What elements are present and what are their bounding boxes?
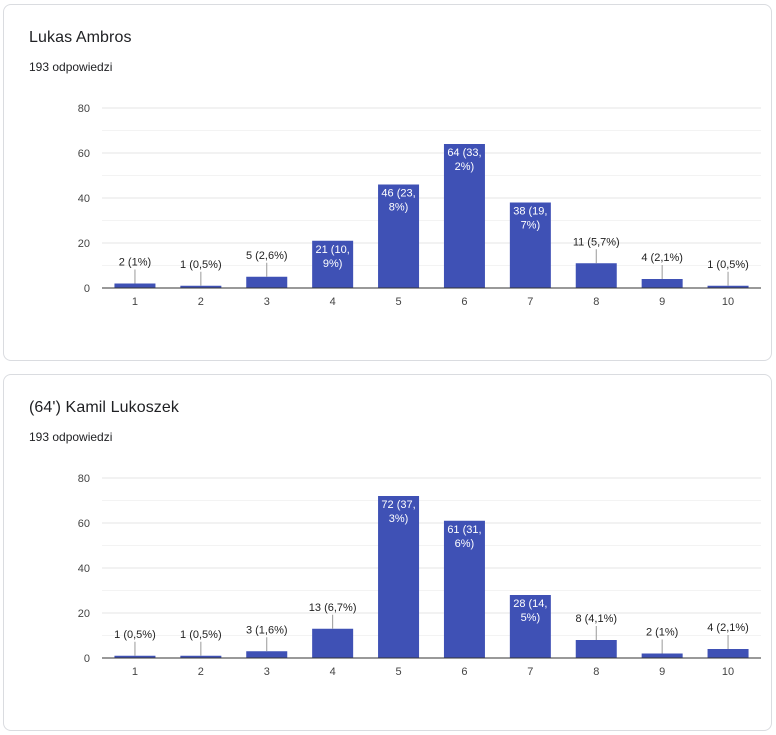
data-label: 46 (23, 8%) (381, 188, 415, 214)
question-card: Lukas Ambros 193 odpowiedzi 0 20 40 60 80 1 2 … (3, 4, 772, 361)
bar (180, 285, 222, 288)
x-tick-label: 6 (461, 666, 467, 678)
bar (443, 520, 485, 658)
data-label: 61 (31, 6%) (447, 524, 481, 550)
response-count: 193 odpowiedzi (29, 60, 113, 74)
x-tick-label: 1 (132, 296, 138, 308)
data-label: 13 (6,7%) (309, 602, 357, 614)
bar (443, 144, 485, 288)
y-tick-label: 0 (84, 653, 90, 665)
x-tick-label: 9 (659, 296, 665, 308)
x-tick-label: 1 (132, 666, 138, 678)
y-tick-label: 80 (78, 473, 90, 485)
x-tick-label: 10 (722, 666, 734, 678)
data-label: 72 (37, 3%) (381, 499, 415, 525)
x-tick-label: 5 (395, 296, 401, 308)
bar (114, 655, 156, 658)
data-label: 4 (2,1%) (707, 622, 749, 634)
y-tick-label: 60 (78, 518, 90, 530)
bar (641, 279, 683, 288)
data-label: 1 (0,5%) (707, 259, 749, 271)
question-title: Lukas Ambros (29, 29, 132, 46)
data-label: 5 (2,6%) (246, 250, 288, 262)
y-tick-label: 20 (78, 238, 90, 250)
x-tick-label: 8 (593, 666, 599, 678)
data-label: 1 (0,5%) (180, 629, 222, 641)
data-label: 8 (4,1%) (575, 613, 617, 625)
y-tick-label: 80 (78, 103, 90, 115)
y-tick-label: 40 (78, 193, 90, 205)
x-tick-label: 8 (593, 296, 599, 308)
question-card: (64') Kamil Lukoszek 193 odpowiedzi 0 20 4… (3, 374, 772, 731)
bar (114, 283, 156, 288)
bar (312, 240, 354, 288)
response-count: 193 odpowiedzi (29, 430, 113, 444)
bar (707, 285, 749, 288)
data-label: 3 (1,6%) (246, 624, 288, 636)
data-label: 2 (1%) (646, 627, 678, 639)
bar (378, 184, 420, 288)
bar (246, 651, 288, 658)
bar (180, 655, 222, 658)
bar (575, 263, 617, 288)
data-label: 4 (2,1%) (641, 252, 683, 264)
data-label: 1 (0,5%) (114, 629, 156, 641)
data-label: 38 (19, 7%) (513, 206, 547, 232)
bar (509, 202, 551, 288)
bar (509, 595, 551, 658)
data-label: 1 (0,5%) (180, 259, 222, 271)
data-label: 2 (1%) (119, 257, 151, 269)
x-tick-label: 6 (461, 296, 467, 308)
y-tick-label: 40 (78, 563, 90, 575)
question-title: (64') Kamil Lukoszek (29, 399, 179, 416)
data-label: 11 (5,7%) (573, 236, 620, 248)
x-tick-label: 9 (659, 666, 665, 678)
bar (575, 640, 617, 658)
x-tick-label: 7 (527, 296, 533, 308)
bar (312, 628, 354, 658)
y-tick-label: 60 (78, 148, 90, 160)
data-label: 64 (33, 2%) (447, 147, 481, 173)
bar (707, 649, 749, 658)
x-tick-label: 2 (198, 666, 204, 678)
x-tick-label: 5 (395, 666, 401, 678)
bar (378, 496, 420, 658)
x-tick-label: 3 (264, 666, 270, 678)
x-tick-label: 4 (330, 296, 336, 308)
bar (641, 653, 683, 658)
x-tick-label: 4 (330, 666, 336, 678)
x-tick-label: 2 (198, 296, 204, 308)
y-tick-label: 0 (84, 283, 90, 295)
x-tick-label: 3 (264, 296, 270, 308)
x-tick-label: 10 (722, 296, 734, 308)
bar-chart: 0 20 40 60 80 1 1 (0,5%) 2 1 (0,5%) 3 3 (1,6%) 4 13 … (78, 473, 761, 678)
x-tick-label: 7 (527, 666, 533, 678)
data-label: 28 (14, 5%) (513, 598, 547, 624)
y-tick-label: 20 (78, 608, 90, 620)
bar-chart: 0 20 40 60 80 1 2 (1%) 2 1 (0,5%) 3 5 (2,6%) 4 21 (1… (78, 103, 761, 308)
bar (246, 276, 288, 288)
data-label: 21 (10, 9%) (316, 244, 350, 270)
